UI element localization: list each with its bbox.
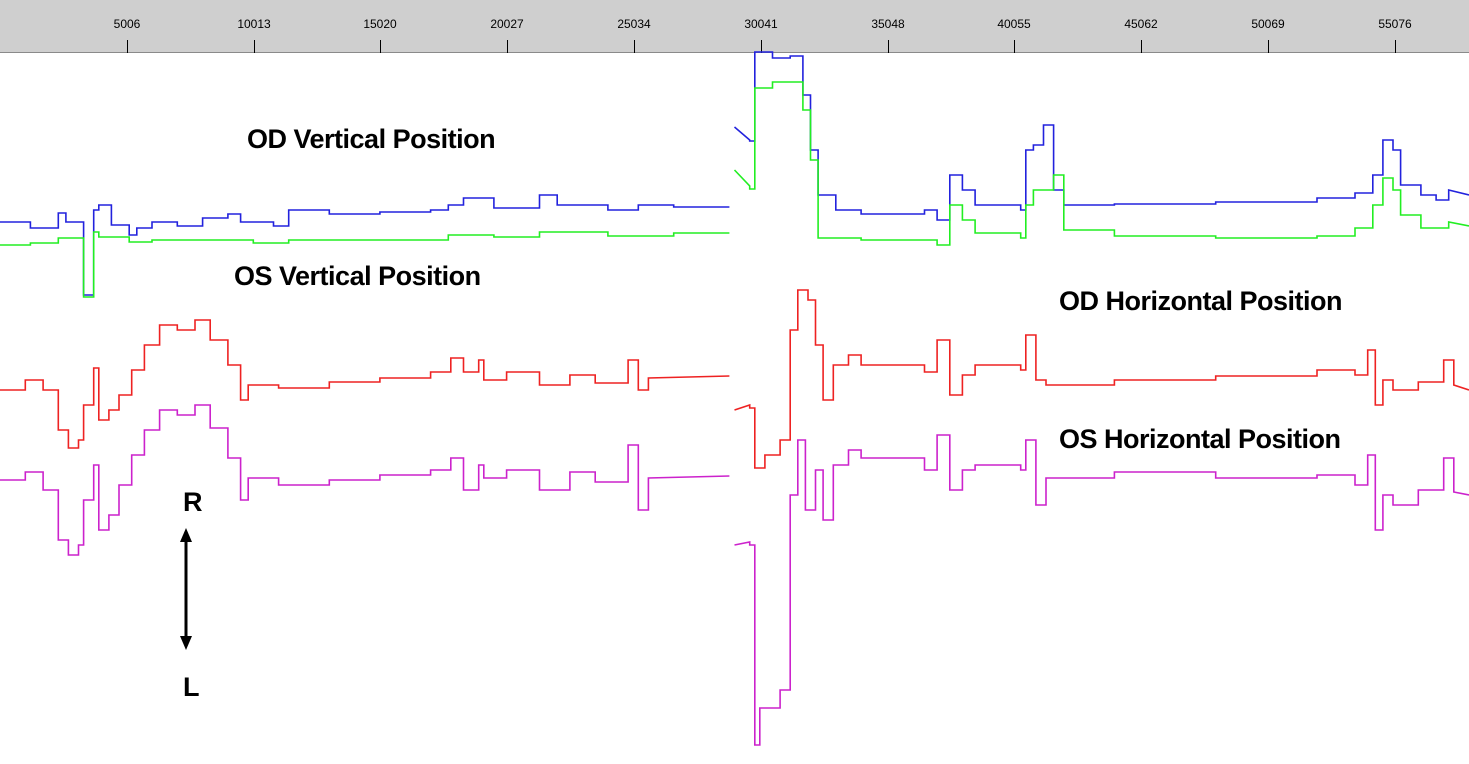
os-horizontal-trace bbox=[0, 404, 730, 556]
right-direction-label: R bbox=[183, 487, 203, 517]
x-tick-mark bbox=[888, 40, 889, 53]
x-tick-label: 15020 bbox=[363, 17, 397, 31]
x-tick-label: 50069 bbox=[1251, 17, 1285, 31]
os-horizontal-label: OS Horizontal Position bbox=[1059, 424, 1341, 454]
x-tick-mark bbox=[254, 40, 255, 53]
l-arrowhead-icon bbox=[180, 636, 192, 650]
od-vertical-label: OD Vertical Position bbox=[247, 124, 496, 154]
x-tick-mark bbox=[1268, 40, 1269, 53]
os-vertical-trace bbox=[733, 81, 1469, 246]
od-horizontal-label: OD Horizontal Position bbox=[1059, 286, 1343, 316]
x-tick-label: 10013 bbox=[237, 17, 271, 31]
x-tick-label: 25034 bbox=[617, 17, 651, 31]
x-tick-label: 30041 bbox=[744, 17, 778, 31]
x-tick-label: 45062 bbox=[1124, 17, 1158, 31]
os-horizontal-trace bbox=[734, 434, 1469, 746]
x-tick-label: 55076 bbox=[1378, 17, 1412, 31]
od-vertical-trace bbox=[733, 51, 1469, 221]
x-tick-label: 5006 bbox=[113, 17, 141, 31]
x-tick-mark bbox=[1141, 40, 1142, 53]
x-tick-mark bbox=[127, 40, 128, 53]
x-tick-label: 35048 bbox=[871, 17, 905, 31]
r-arrowhead-icon bbox=[180, 528, 192, 542]
x-tick-mark bbox=[634, 40, 635, 53]
os-vertical-label: OS Vertical Position bbox=[234, 261, 481, 291]
x-tick-mark bbox=[1395, 40, 1396, 53]
x-tick-mark bbox=[1014, 40, 1015, 53]
od-horizontal-trace bbox=[734, 289, 1469, 469]
left-direction-label: L bbox=[183, 672, 200, 702]
x-tick-mark bbox=[380, 40, 381, 53]
x-tick-label: 20027 bbox=[490, 17, 524, 31]
x-axis-ruler: 5006 10013 15020 20027 25034 30041 35048 40055 4… bbox=[0, 0, 1469, 53]
x-tick-label: 40055 bbox=[997, 17, 1031, 31]
x-tick-mark bbox=[507, 40, 508, 53]
x-tick-mark bbox=[761, 40, 762, 53]
os-vertical-trace bbox=[0, 231, 730, 298]
od-horizontal-trace bbox=[0, 319, 730, 449]
